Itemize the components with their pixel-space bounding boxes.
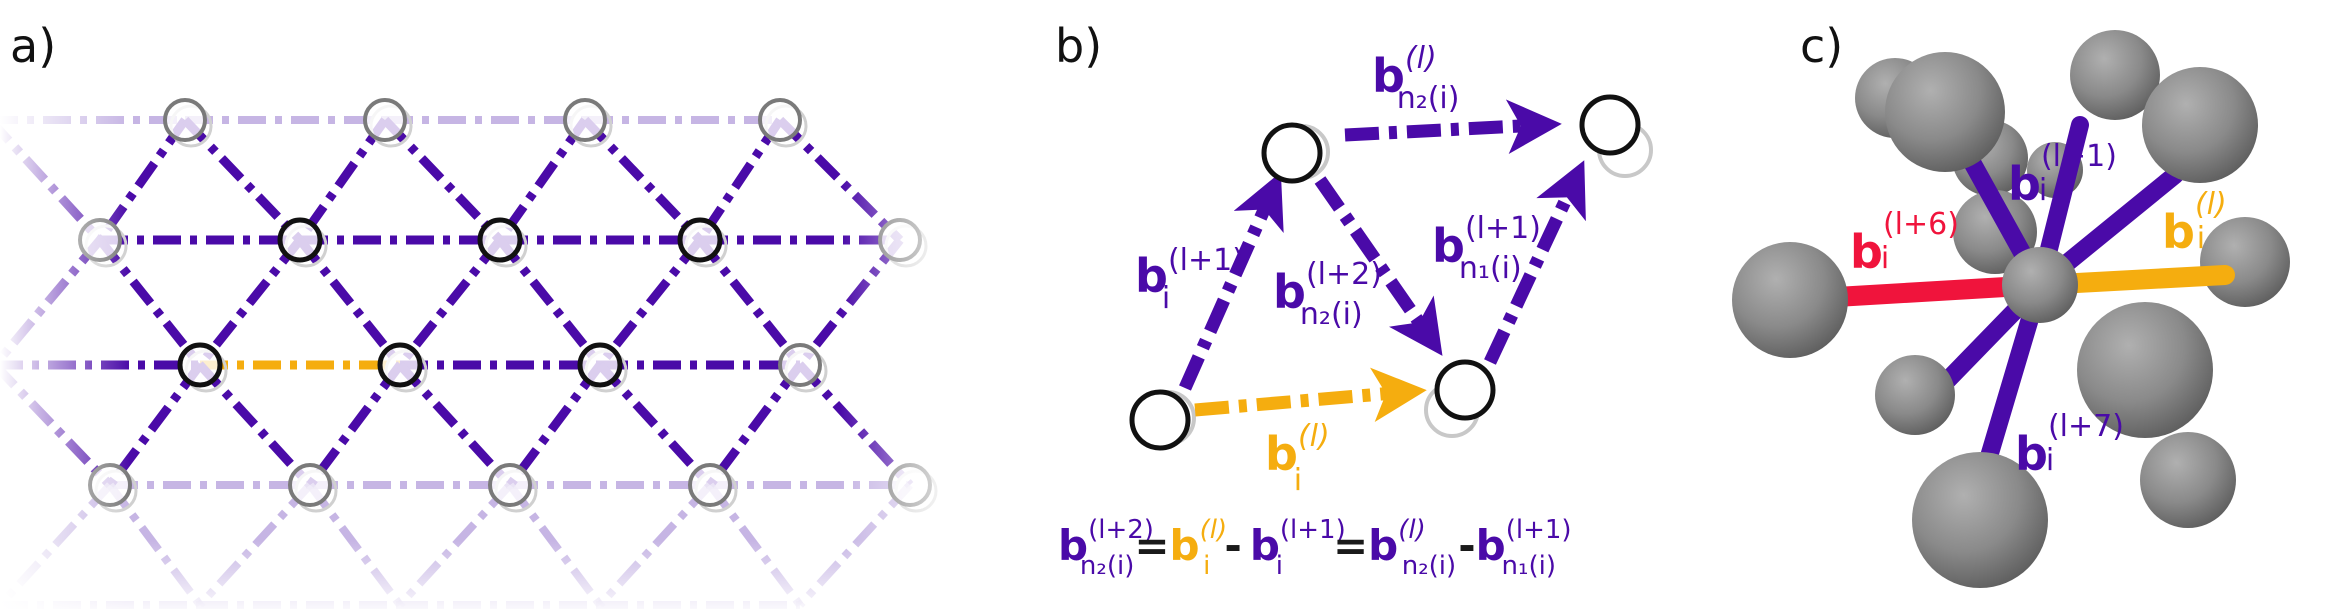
lattice-bond-diagonal [196, 237, 304, 368]
lattice-bond-diagonal [706, 362, 804, 488]
sphere-back-5 [2200, 217, 2290, 307]
lattice-node [177, 342, 223, 388]
fade-bottom [0, 540, 980, 616]
lattice-node [163, 98, 207, 142]
lattice-bond-diagonal [196, 361, 314, 489]
lattice-node [277, 217, 323, 263]
panel-b: b) b(l) n₂(i) b(l+1) i b(l+2) n₂(i) b(l+1) n… [1055, 19, 1653, 581]
panel-c-letter: c) [1800, 19, 1843, 73]
panel-a: a) a) [0, 0, 980, 616]
sphere-left [1732, 242, 1848, 358]
lattice-bond-diagonal [581, 116, 704, 244]
lattice-bond-diagonal [396, 361, 514, 489]
lattice-bond-diagonal [596, 237, 704, 368]
lattice-node [288, 463, 332, 507]
node-tr [1579, 94, 1641, 156]
lattice-bond-diagonal [696, 117, 784, 243]
panel-c: c) b(l+1) i b(l+6) i b(l) i b(l+7) i [1732, 19, 2290, 588]
node-bl [1129, 389, 1191, 451]
fade-right [840, 0, 980, 616]
lattice-node [363, 98, 407, 142]
node-br [1434, 359, 1496, 421]
lattice-node [758, 98, 802, 142]
node-tl [1261, 122, 1323, 184]
panel-b-letter: b) [1055, 19, 1102, 73]
arrow-top [1344, 99, 1562, 154]
lattice-node [377, 342, 423, 388]
sphere-front-6 [1912, 452, 2048, 588]
lattice-bond-diagonal [696, 237, 804, 368]
lattice-bond-diagonal [506, 362, 604, 488]
sphere-back-2 [2070, 30, 2160, 120]
arrow-right [1484, 160, 1586, 365]
lattice-node [688, 463, 732, 507]
fade-top [0, 0, 980, 70]
fade-left [0, 0, 130, 616]
lattice-bond-diagonal [597, 482, 713, 608]
label-b-middle: b(l+2) n₂(i) [1273, 257, 1382, 332]
lattice-bond-diagonal [296, 117, 389, 243]
equation: b(l+2) n₂(i)=b(l) i - b(l+1) i =b(l) n₂(i)-b(l+… [1058, 515, 1572, 581]
lattice-nodes [78, 98, 938, 513]
label-b-bottom: b(l) i [1265, 419, 1330, 498]
sphere-center [2002, 247, 2078, 323]
sphere-front-4 [1875, 355, 1955, 435]
lattice-bonds [0, 116, 914, 609]
lattice-node [778, 343, 822, 387]
sphere-front-1 [1885, 52, 2005, 172]
label-c-red: b(l+6) i [1850, 207, 1959, 279]
panel-a-letter-top: a) [10, 19, 56, 73]
lattice-bond-diagonal [181, 116, 304, 244]
label-c-orange: b(l) i [2162, 187, 2227, 259]
lattice-node [488, 463, 532, 507]
lattice-bond-diagonal [296, 237, 404, 368]
label-c-up: b(l+1) i [2008, 139, 2117, 211]
label-b-right: b(l+1) n₁(i) [1432, 211, 1541, 286]
label-b-left: b(l+1) i [1135, 243, 1244, 316]
lattice-bond-diagonal [496, 117, 589, 243]
sphere-front-5 [2140, 432, 2236, 528]
sphere-front-2 [2142, 67, 2258, 183]
lattice-node [677, 217, 723, 263]
lattice-bond-diagonal [396, 237, 504, 368]
lattice-bond-diagonal [596, 361, 714, 489]
sphere-front-3 [2077, 302, 2213, 438]
lattice-node [577, 342, 623, 388]
arrow-left [1179, 172, 1284, 391]
lattice-bond-diagonal [397, 482, 513, 608]
lattice-bond-diagonal [381, 116, 504, 244]
lattice-bond-diagonal [496, 237, 604, 368]
arrow-middle [1314, 176, 1443, 356]
lattice-node [563, 98, 607, 142]
arrow-bottom [1194, 367, 1427, 422]
label-b-top: b(l) n₂(i) [1372, 41, 1459, 116]
label-c-down: b(l+7) i [2015, 409, 2124, 481]
lattice-bond-diagonal [306, 362, 404, 488]
lattice-bond-diagonal [197, 482, 313, 608]
lattice-node [477, 217, 523, 263]
